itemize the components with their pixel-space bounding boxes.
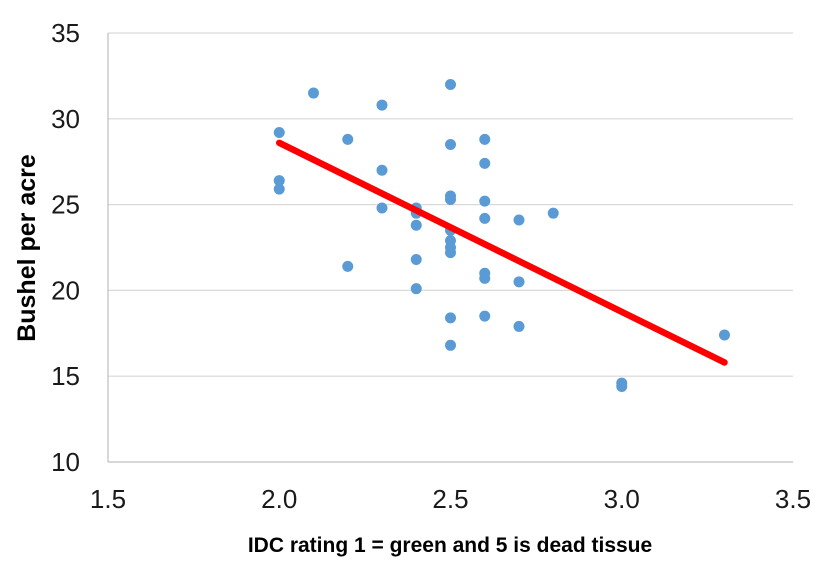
x-tick-label: 3.0 — [604, 484, 640, 514]
data-point — [479, 310, 491, 322]
data-point — [273, 127, 285, 139]
data-point — [445, 78, 456, 90]
data-point — [479, 212, 491, 224]
data-point — [513, 320, 525, 332]
data-point — [376, 164, 388, 176]
y-tick-labels: 10 15 20 25 30 35 — [51, 18, 80, 477]
x-axis-title: IDC rating 1 = green and 5 is dead tissu… — [248, 534, 652, 557]
data-point — [410, 283, 422, 295]
trendline-layer — [276, 139, 728, 366]
x-tick-labels: 1.5 2.0 2.5 3.0 3.5 — [90, 484, 811, 514]
data-points — [273, 78, 730, 392]
x-tick-label: 3.5 — [775, 484, 811, 514]
y-tick-label: 25 — [51, 190, 80, 220]
data-point — [616, 380, 628, 392]
data-point — [479, 272, 491, 284]
data-point — [479, 195, 491, 207]
data-point — [479, 133, 491, 145]
x-tick-label: 1.5 — [90, 484, 126, 514]
data-point — [410, 219, 422, 231]
data-point — [513, 214, 525, 226]
data-point — [719, 329, 730, 341]
data-point — [342, 260, 354, 272]
y-tick-label: 10 — [51, 447, 80, 477]
y-tick-label: 20 — [51, 275, 80, 305]
x-tick-label: 2.0 — [261, 484, 297, 514]
y-tick-label: 35 — [51, 18, 80, 48]
data-point — [513, 276, 525, 288]
data-point — [547, 207, 559, 219]
data-point — [445, 312, 456, 324]
data-point — [308, 87, 319, 99]
x-tick-label: 2.5 — [432, 484, 468, 514]
y-axis-title: Bushel per acre — [13, 154, 41, 342]
data-point — [342, 133, 354, 145]
data-point — [273, 175, 285, 187]
data-point — [376, 99, 388, 111]
trendline — [276, 139, 728, 366]
y-tick-label: 15 — [51, 361, 80, 391]
data-point — [273, 183, 285, 195]
data-point — [445, 193, 456, 205]
y-tick-label: 30 — [51, 104, 80, 134]
data-point — [410, 254, 422, 266]
data-point — [445, 139, 456, 151]
axes — [107, 33, 793, 463]
data-point — [479, 157, 491, 169]
data-point — [445, 339, 456, 351]
data-point — [376, 202, 388, 214]
data-point — [445, 247, 456, 259]
